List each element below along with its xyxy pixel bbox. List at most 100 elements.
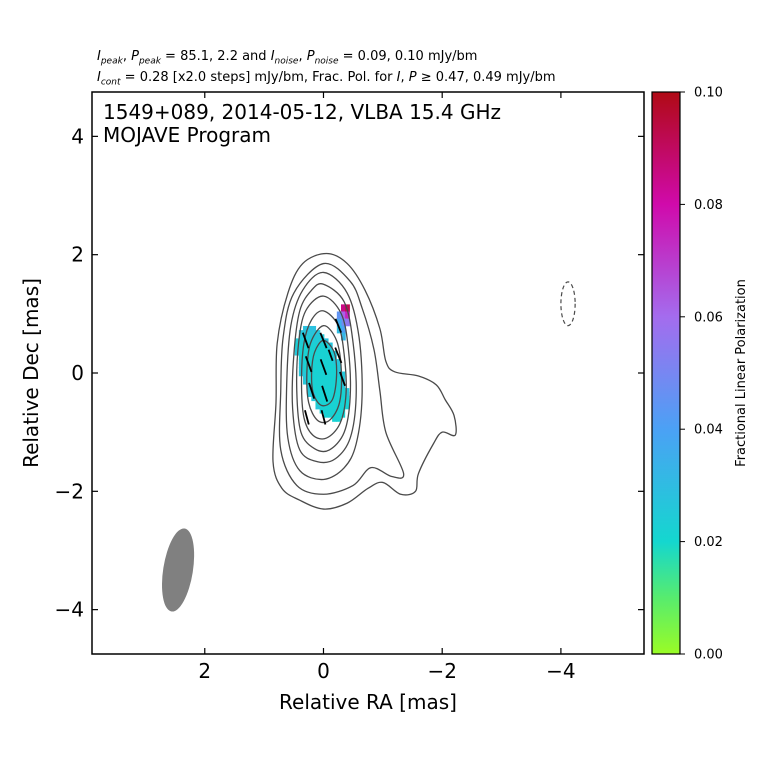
fracpol-pixel	[332, 404, 337, 410]
fracpol-pixel	[327, 392, 333, 397]
fracpol-pixel	[307, 388, 312, 393]
sep-2: ,	[298, 49, 307, 64]
fracpol-pixel	[315, 392, 321, 397]
contour-layer	[272, 252, 576, 510]
fracpol-pixel	[323, 350, 329, 356]
fracpol-pixel	[315, 375, 321, 381]
fracpol-pixel	[298, 346, 304, 352]
fracpol-pixel	[303, 346, 308, 352]
fracpol-pixel	[315, 354, 321, 360]
fracpol-pixel	[336, 383, 341, 389]
contour-level-7	[306, 325, 343, 424]
peak-values: = 85.1, 2.2 and	[160, 49, 271, 64]
fracpol-pixel	[332, 396, 337, 402]
fracpol-pixel	[315, 330, 321, 335]
fracpol-pixel	[332, 375, 337, 381]
fracpol-pixel	[323, 412, 329, 418]
fracpol-pixel	[336, 367, 341, 373]
colorbar-tick-label: 0.08	[694, 198, 723, 213]
fracpol-pixel	[315, 350, 321, 356]
p-peak-symbol: P	[131, 49, 139, 64]
fracpol-pixel	[303, 375, 308, 381]
fracpol-pixel	[315, 334, 321, 339]
fracpol-pixel	[298, 350, 304, 356]
x-tick-label: 0	[317, 659, 330, 683]
fracpol-pixel	[336, 417, 341, 422]
fracpol-pixel	[344, 400, 350, 406]
fracpol-pixel	[311, 330, 317, 335]
evpa-tick	[320, 409, 327, 425]
fracpol-pixel	[311, 359, 317, 364]
fracpol-pixel	[327, 404, 333, 410]
fracpol-pixel	[344, 388, 350, 393]
fracpol-pixel	[307, 392, 312, 397]
i-peak-symbol: I	[97, 49, 101, 64]
fracpol-pixel	[327, 367, 333, 373]
fracpol-pixel	[336, 396, 341, 402]
fracpol-pixel	[298, 334, 304, 339]
sep-3: ,	[400, 70, 409, 85]
fracpol-pixel	[336, 388, 341, 393]
stats-line-2: Icont = 0.28 [x2.0 steps] mJy/bm, Frac. …	[97, 70, 556, 88]
x-axis-label: Relative RA [mas]	[279, 690, 457, 714]
fracpol-pixel	[345, 318, 350, 327]
colorbar-ticks: 0.00 0.02 0.04 0.06 0.08 0.10	[680, 86, 723, 663]
fracpol-pixel	[307, 371, 312, 377]
y-tick-label: −4	[55, 598, 84, 622]
fracpol-pixel	[323, 375, 329, 381]
fracpol-pixel	[311, 379, 317, 385]
fracpol-pixel	[336, 363, 341, 368]
negative-contour	[560, 281, 576, 327]
fracpol-pixel	[315, 379, 321, 385]
y-tick-label: 4	[71, 124, 84, 148]
fracpol-pixel	[319, 354, 325, 360]
p-noise-sub: noise	[314, 56, 339, 67]
evpa-tick	[301, 332, 310, 349]
p-peak-sub: peak	[138, 56, 161, 67]
fracpol-pixel	[327, 408, 333, 414]
fracpol-pixel	[345, 304, 350, 313]
evpa-ticks	[301, 318, 346, 425]
fracpol-pixel	[315, 359, 321, 364]
fracpol-pixel	[311, 342, 317, 348]
i-noise-sub: noise	[274, 56, 299, 67]
fracpol-pixel	[307, 338, 312, 344]
contour-level-3	[285, 271, 363, 481]
fracpol-pixel	[336, 412, 341, 418]
evpa-tick	[308, 382, 316, 399]
fracpol-pixel	[323, 388, 329, 393]
colorbar-tick-label: 0.00	[694, 648, 723, 663]
fracpol-pixel	[298, 342, 304, 348]
fracpol-pixel	[332, 379, 337, 385]
contour-level-5	[296, 295, 352, 453]
fracpol-pixel	[307, 354, 312, 360]
fracpol-pixel	[298, 338, 304, 344]
fracpol-pixel	[307, 350, 312, 356]
p-symbol: P	[408, 70, 417, 85]
i-cont-sub: cont	[100, 77, 121, 88]
sep-1: ,	[122, 49, 132, 64]
colorbar-tick-label: 0.02	[694, 535, 723, 550]
fracpol-pixel	[327, 412, 333, 418]
contour-level-6	[300, 310, 347, 440]
fracpol-pixel	[298, 330, 304, 335]
fracpol-pixel	[332, 367, 337, 373]
fracpol-pixel	[340, 325, 346, 334]
fracpol-pixel	[315, 367, 321, 373]
fracpol-pixel	[340, 371, 346, 377]
contour-level-4	[291, 283, 357, 464]
fracpol-pixel	[315, 404, 321, 410]
fracpol-pixel	[345, 311, 350, 320]
fracpol-pixel	[340, 400, 346, 406]
fracpol-pixel	[315, 346, 321, 352]
fracpol-pixel	[336, 359, 341, 364]
i-peak-sub: peak	[100, 56, 123, 67]
chart-subtitle: MOJAVE Program	[103, 123, 271, 147]
fracpol-pixel	[327, 379, 333, 385]
evpa-tick	[327, 349, 334, 362]
fracpol-pixel	[323, 392, 329, 397]
fracpol-pixel	[340, 318, 346, 327]
contour-level-2	[278, 262, 405, 495]
fracpol-pixel	[319, 350, 325, 356]
fracpol-pixel	[311, 375, 317, 381]
